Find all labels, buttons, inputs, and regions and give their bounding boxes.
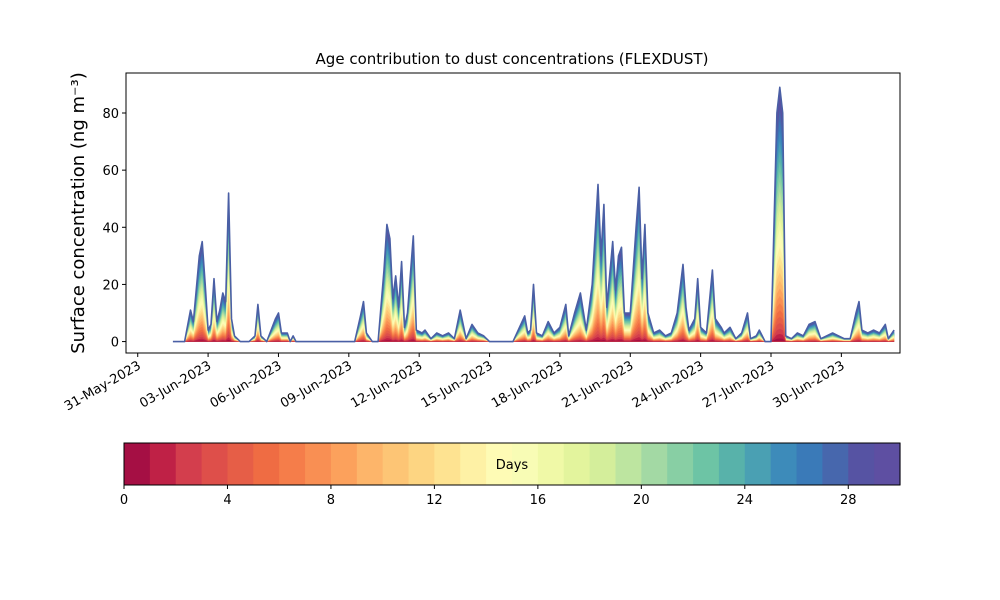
colorbar-tick-label: 4 [223, 493, 231, 508]
colorbar-swatch [408, 443, 435, 485]
chart-title: Age contribution to dust concentrations … [316, 50, 709, 68]
colorbar-swatch [796, 443, 823, 485]
age-band-8 [172, 288, 895, 342]
y-tick-label: 60 [102, 164, 119, 179]
y-tick-label: 0 [111, 336, 119, 351]
x-tick-label: 24-Jun-2023 [630, 358, 707, 411]
colorbar-label: Days [496, 458, 529, 473]
colorbar-swatch [356, 443, 384, 485]
x-tick-label: 27-Jun-2023 [700, 358, 777, 411]
colorbar-tick-label: 28 [840, 493, 857, 508]
y-tick-label: 20 [102, 278, 119, 293]
y-axis: 0 20 40 60 80 [102, 107, 126, 351]
x-tick-label: 15-Jun-2023 [419, 358, 496, 411]
colorbar-tick-label: 20 [633, 493, 650, 508]
colorbar-swatch [124, 443, 151, 485]
colorbar-swatch [770, 443, 798, 485]
colorbar-swatch [382, 443, 410, 485]
age-band-1 [172, 334, 895, 342]
colorbar-tick-label: 8 [327, 493, 335, 508]
age-band-10 [172, 272, 895, 342]
age-band-3 [172, 323, 895, 342]
colorbar-swatch [822, 443, 849, 485]
colorbar-tick-label: 24 [737, 493, 754, 508]
colorbar-swatch [460, 443, 487, 485]
age-band-4 [172, 316, 895, 342]
x-tick-label: 18-Jun-2023 [489, 358, 566, 411]
x-tick-label: 09-Jun-2023 [278, 358, 355, 411]
x-tick-label: 30-Jun-2023 [771, 358, 848, 411]
age-band-2 [172, 328, 895, 342]
colorbar-swatch [305, 443, 332, 485]
y-tick-label: 80 [102, 107, 119, 122]
age-band-5 [172, 310, 895, 342]
colorbar-swatch [227, 443, 254, 485]
plot-frame [125, 72, 901, 354]
colorbar-ticks: 0 4 8 12 16 20 24 28 [120, 485, 857, 508]
age-band-9 [172, 280, 895, 342]
colorbar-swatch [201, 443, 229, 485]
colorbar-swatch [279, 443, 306, 485]
colorbar-tick-label: 0 [120, 493, 128, 508]
colorbar-swatch [253, 443, 280, 485]
colorbar-swatch [848, 443, 875, 485]
colorbar-swatch [175, 443, 203, 485]
colorbar-frame [123, 442, 901, 486]
colorbar-swatch [693, 443, 720, 485]
total-concentration-line [172, 86, 895, 343]
colorbar-swatch [330, 443, 358, 485]
age-band-0 [172, 338, 895, 342]
x-axis: 31-May-202303-Jun-202306-Jun-202309-Jun-… [62, 353, 847, 414]
colorbar-tick-label: 16 [530, 493, 547, 508]
colorbar-swatch [537, 443, 565, 485]
colorbar-swatch [641, 443, 668, 485]
colorbar-swatch [512, 443, 539, 485]
x-tick-label: 06-Jun-2023 [208, 358, 285, 411]
colorbar-swatch [718, 443, 746, 485]
colorbar-swatch [563, 443, 591, 485]
x-tick-label: 03-Jun-2023 [137, 358, 214, 411]
age-band-6 [172, 303, 895, 342]
x-tick-label: 12-Jun-2023 [348, 358, 425, 411]
colorbar-swatch [589, 443, 617, 485]
colorbar-swatch [744, 443, 772, 485]
colorbar-swatch [615, 443, 642, 485]
colorbar-swatch [149, 443, 177, 485]
y-axis-label: Surface concentration (ng m⁻³) [68, 72, 89, 354]
x-tick-label: 31-May-2023 [62, 358, 144, 414]
colorbar-swatch [486, 443, 513, 485]
colorbar-swatch [434, 443, 461, 485]
colorbar-swatch [667, 443, 694, 485]
x-tick-label: 21-Jun-2023 [559, 358, 636, 411]
colorbar [124, 443, 901, 485]
age-band-7 [172, 296, 895, 342]
colorbar-swatch [874, 443, 901, 485]
colorbar-tick-label: 12 [426, 493, 443, 508]
y-tick-label: 40 [102, 221, 119, 236]
